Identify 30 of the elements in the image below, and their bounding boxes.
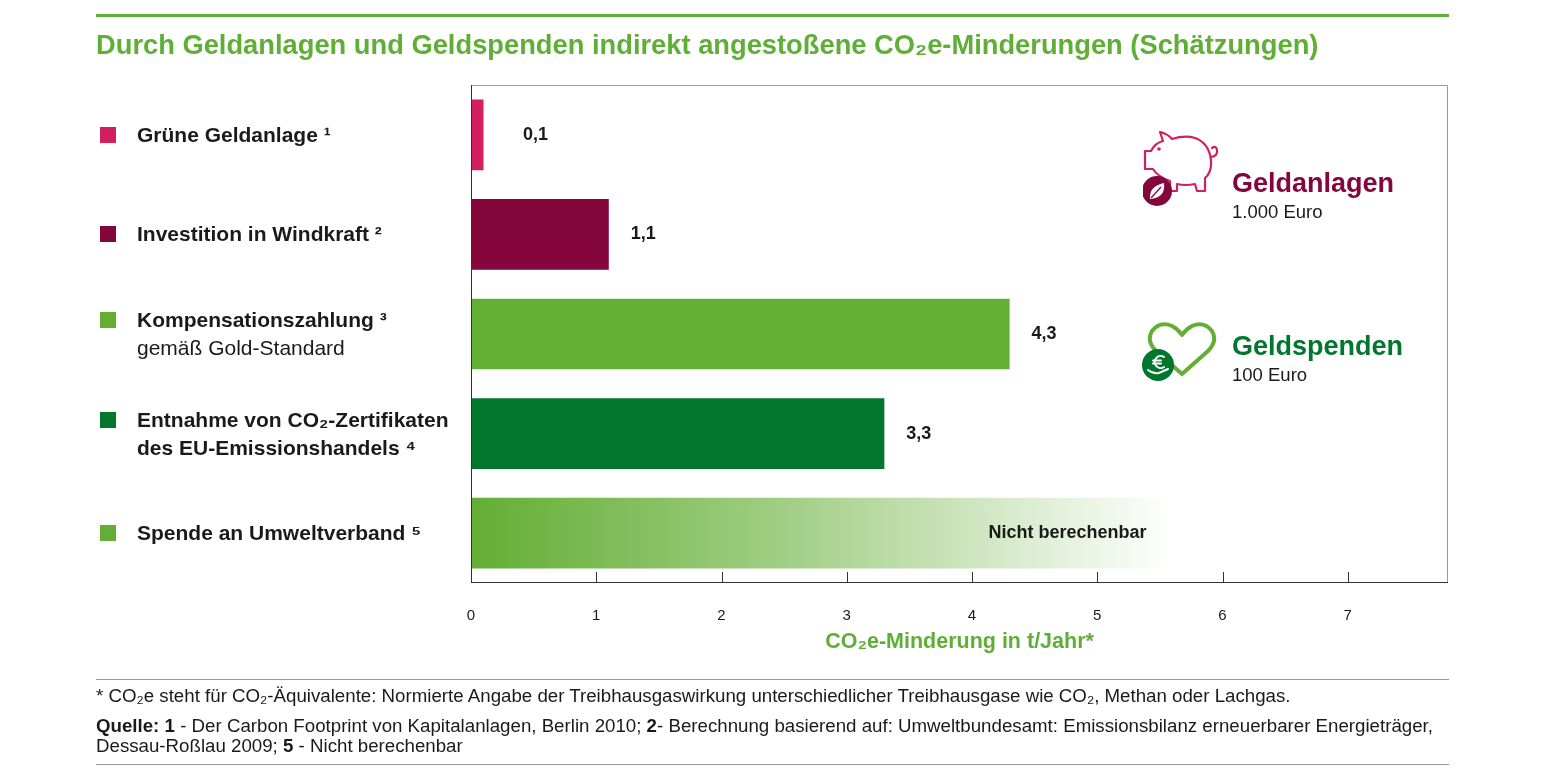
y-tick-label: Spende an Umweltverband ⁵ (137, 521, 422, 545)
text: Nicht berechenbar (988, 522, 1147, 543)
bar (471, 99, 484, 171)
y-tick-label: Kompensationszahlung ³ gemäß Gold-Standard (137, 308, 387, 359)
data-label: 3,3 (906, 422, 932, 443)
y-tick-label: Entnahme von CO₂-Zertifikaten des EU-Emissionshandels ⁴ (137, 407, 449, 459)
x-tick-label: 1 (592, 606, 601, 624)
annotation: 1.000 Euro (1232, 199, 1324, 224)
data-label: 1,1 (630, 223, 656, 244)
y-tick-label: Grüne Geldanlage ¹ (137, 122, 331, 146)
annotation: Geldanlagen (1232, 166, 1395, 199)
text: Quelle: 1 - Der Carbon Footprint von Kapitalanlagen, Berlin 2010; 2- Berechnung basierend auf: Umweltbundesamt: Emissionsbilanz erneuerbarer Energieträger, Dessau-Roßlau 2009; 5 - Nicht berechenbar (96, 715, 1433, 756)
annotation: Geldspenden (1232, 329, 1404, 362)
x-axis-title: CO₂e-Minderung in t/Jahr* (825, 629, 1095, 654)
y-tick-label: Investition in Windkraft ² (137, 222, 382, 246)
data-label: 0,1 (523, 123, 549, 144)
bar (471, 199, 609, 270)
x-tick-label: 5 (1093, 606, 1102, 624)
x-tick-label: 3 (842, 606, 851, 624)
chart-title: Durch Geldanlagen und Geldspenden indirekt angestoßene CO₂e-Minderungen (Schätzungen) (96, 28, 1320, 62)
x-tick-label: 2 (717, 606, 726, 624)
annotation: 100 Euro (1232, 362, 1309, 387)
data-label: 4,3 (1031, 322, 1057, 343)
text: * CO₂e steht für CO₂-Äquivalente: Normierte Angabe der Treibhausgaswirkung unterschiedlicher Treibhausgase wie CO₂, Methan oder Lachgas. (96, 685, 1292, 706)
x-tick-label: 4 (967, 606, 977, 624)
x-tick-label: 6 (1218, 606, 1227, 624)
bar (471, 298, 1010, 370)
x-tick-label: 0 (466, 606, 476, 624)
x-tick-label: 7 (1343, 606, 1352, 624)
bar (471, 398, 885, 469)
